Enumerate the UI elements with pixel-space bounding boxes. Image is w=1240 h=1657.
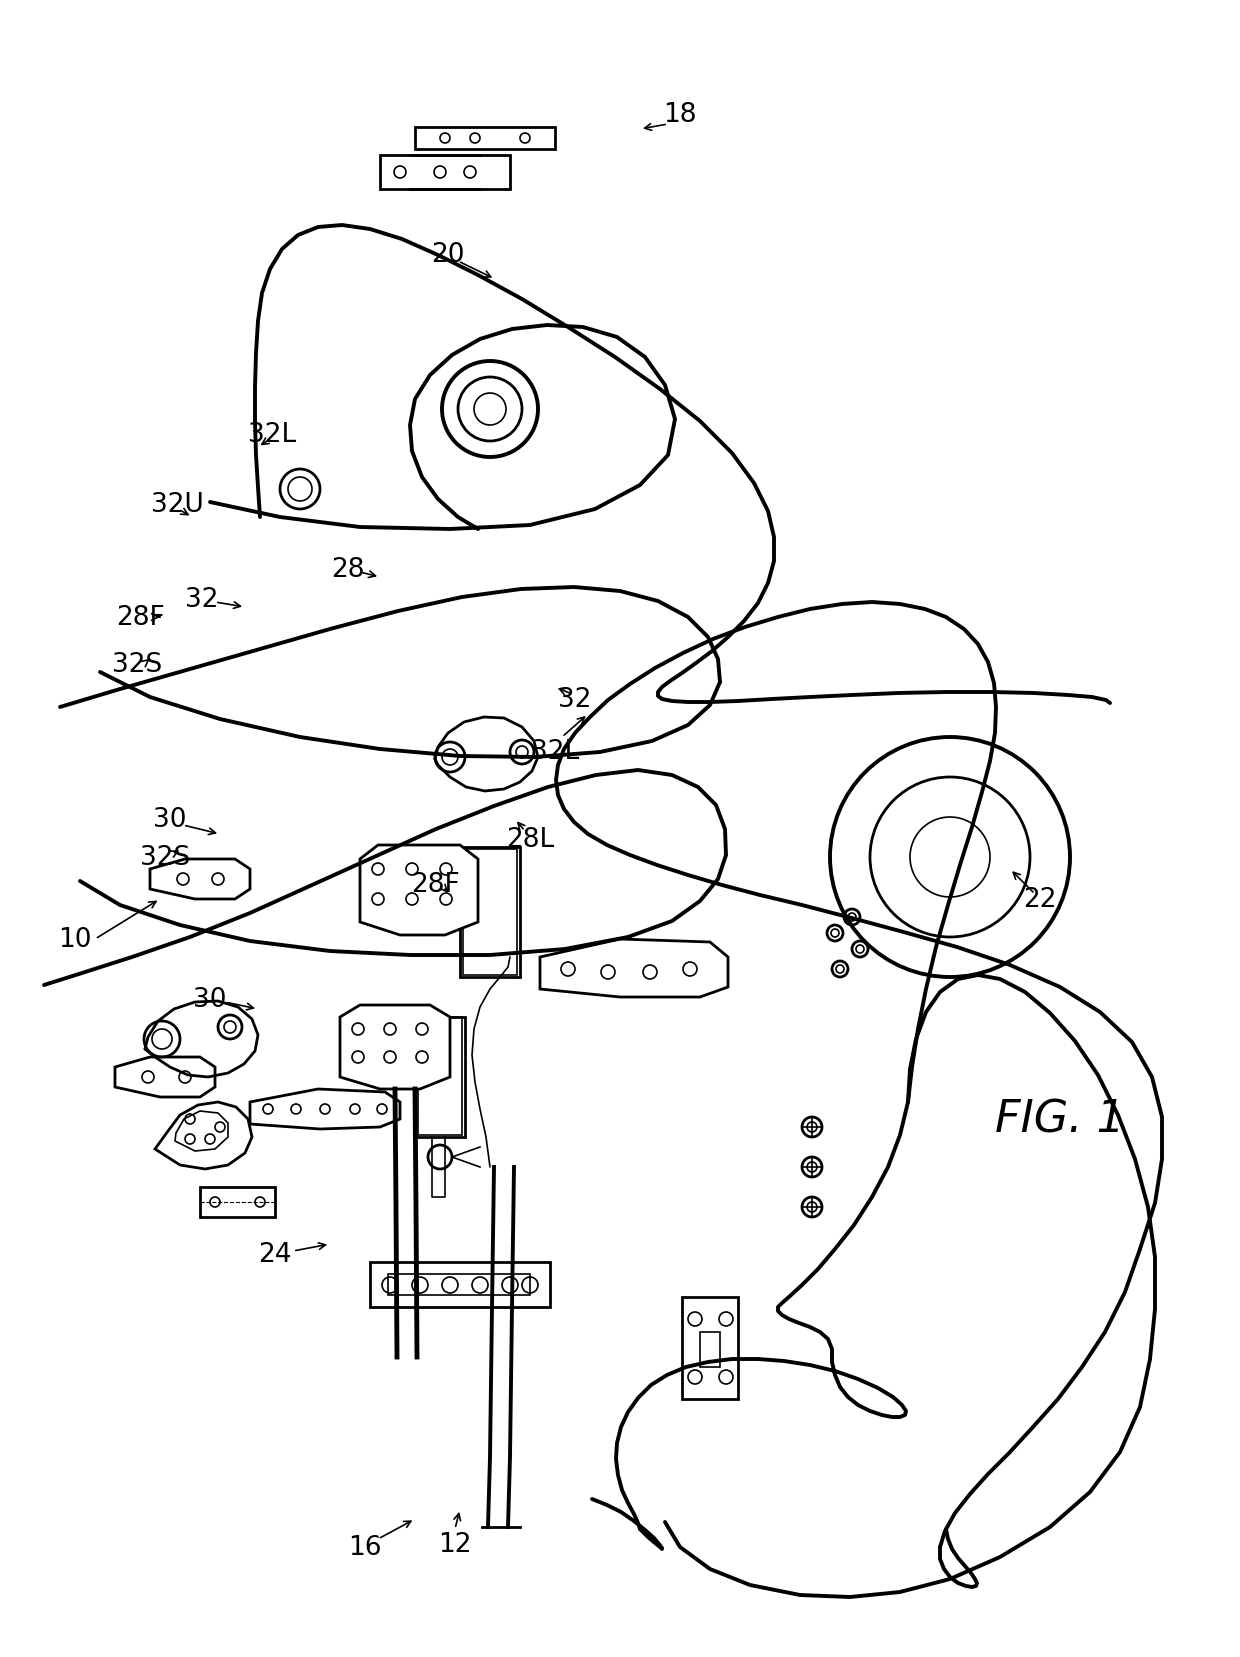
- Text: 28L: 28L: [506, 827, 554, 852]
- Text: 32: 32: [558, 686, 591, 713]
- Polygon shape: [150, 860, 250, 900]
- Text: 32L: 32L: [531, 739, 579, 764]
- Text: 28F: 28F: [115, 605, 165, 631]
- Text: 10: 10: [58, 926, 92, 953]
- Polygon shape: [250, 1089, 401, 1130]
- Polygon shape: [415, 128, 556, 149]
- Polygon shape: [340, 1006, 450, 1089]
- Polygon shape: [539, 940, 728, 998]
- Text: 32: 32: [185, 587, 218, 613]
- Text: 18: 18: [663, 103, 697, 128]
- Text: 32L: 32L: [248, 423, 296, 447]
- Polygon shape: [200, 1188, 275, 1218]
- Polygon shape: [115, 1057, 215, 1097]
- Text: 20: 20: [432, 242, 465, 268]
- Polygon shape: [370, 1263, 551, 1307]
- Polygon shape: [460, 847, 520, 978]
- Text: 22: 22: [1023, 886, 1056, 913]
- Polygon shape: [360, 845, 477, 936]
- Polygon shape: [155, 1102, 252, 1170]
- Text: 32U: 32U: [150, 492, 203, 517]
- Polygon shape: [379, 156, 510, 191]
- Text: 24: 24: [258, 1241, 291, 1268]
- Text: 16: 16: [348, 1534, 382, 1559]
- Text: 32S: 32S: [112, 651, 162, 678]
- Text: 28F: 28F: [410, 872, 459, 898]
- Text: 32S: 32S: [140, 845, 190, 870]
- Text: 28: 28: [331, 557, 365, 583]
- Polygon shape: [415, 1017, 465, 1137]
- Text: 30: 30: [193, 986, 227, 1012]
- Text: 30: 30: [154, 807, 187, 832]
- Text: FIG. 1: FIG. 1: [994, 1099, 1125, 1140]
- Text: 12: 12: [438, 1531, 471, 1558]
